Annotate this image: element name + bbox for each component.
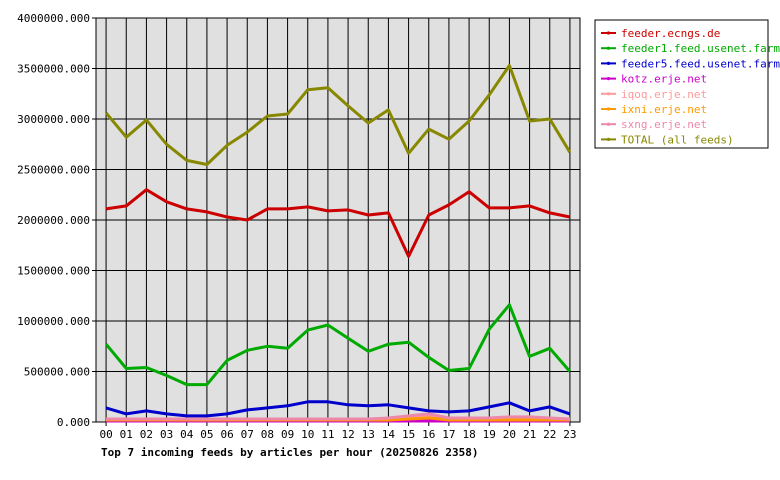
legend-label: feeder.ecngs.de: [621, 27, 720, 40]
series-line: [105, 400, 571, 418]
x-tick-label: 19: [483, 428, 496, 441]
legend: feeder.ecngs.de feeder1.feed.usenet.farm f…: [594, 19, 780, 149]
y-tick-label: 0.000: [57, 416, 90, 429]
x-tick-label: 12: [341, 428, 354, 441]
x-tick-label: 00: [99, 428, 112, 441]
legend-label: feeder1.feed.usenet.farm: [621, 42, 780, 55]
x-tick-label: 03: [160, 428, 173, 441]
x-axis-ticks: 00 01 02 03 04 05 06 07 08 09 10 11 12 13 14 15 16 17 18 19…: [99, 422, 577, 441]
y-tick-label: 1500000.000: [17, 265, 90, 278]
series-line: [104, 64, 572, 166]
legend-label: ixni.erje.net: [621, 103, 707, 116]
legend-marker: [606, 31, 611, 35]
legend-item: feeder1.feed.usenet.farm: [601, 42, 780, 55]
legend-label: feeder5.feed.usenet.farm: [621, 57, 780, 70]
legend-item: feeder.ecngs.de: [601, 27, 720, 40]
x-tick-label: 21: [523, 428, 536, 441]
y-tick-label: 2000000.000: [17, 214, 90, 227]
legend-item: kotz.erje.net: [601, 73, 707, 86]
x-tick-label: 10: [301, 428, 314, 441]
y-tick-label: 500000.000: [24, 366, 90, 379]
legend-item: feeder5.feed.usenet.farm: [601, 57, 780, 70]
legend-item: sxng.erje.net: [601, 118, 707, 131]
legend-label: TOTAL (all feeds): [621, 133, 734, 146]
x-tick-label: 04: [180, 428, 194, 441]
x-tick-label: 15: [402, 428, 415, 441]
y-tick-label: 3000000.000: [17, 113, 90, 126]
legend-marker: [606, 107, 611, 111]
x-tick-label: 09: [281, 428, 294, 441]
x-tick-label: 23: [563, 428, 576, 441]
x-tick-label: 07: [241, 428, 254, 441]
x-tick-label: 11: [321, 428, 334, 441]
legend-marker: [606, 46, 611, 50]
y-axis-ticks: 0.000 500000.000 1000000.000 1500000.000 200…: [17, 12, 96, 429]
x-tick-label: 02: [140, 428, 153, 441]
y-tick-label: 1000000.000: [17, 315, 90, 328]
x-tick-label: 08: [261, 428, 274, 441]
legend-box: [594, 19, 769, 149]
legend-label: sxng.erje.net: [621, 118, 707, 131]
series-line: [106, 412, 570, 421]
y-tick-label: 4000000.000: [17, 12, 90, 25]
grid-lines: [96, 18, 580, 422]
legend-item: TOTAL (all feeds): [601, 133, 734, 146]
legend-item: ixni.erje.net: [601, 103, 707, 116]
legend-marker: [606, 122, 611, 126]
x-tick-label: 06: [220, 428, 233, 441]
y-tick-label: 3500000.000: [17, 63, 90, 76]
x-tick-label: 16: [422, 428, 435, 441]
legend-marker: [606, 137, 611, 141]
x-tick-label: 22: [543, 428, 556, 441]
x-tick-label: 14: [382, 428, 396, 441]
x-tick-label: 18: [462, 428, 475, 441]
legend-marker: [606, 92, 611, 96]
legend-item: iqoq.erje.net: [601, 88, 707, 101]
legend-marker: [606, 77, 611, 81]
legend-label: kotz.erje.net: [621, 73, 707, 86]
x-tick-label: 17: [442, 428, 455, 441]
series-line: [104, 303, 572, 387]
chart-title: Top 7 incoming feeds by articles per hou…: [101, 446, 479, 459]
x-tick-label: 20: [503, 428, 516, 441]
x-tick-label: 01: [120, 428, 133, 441]
legend-label: iqoq.erje.net: [621, 88, 707, 101]
y-tick-label: 2500000.000: [17, 164, 90, 177]
x-tick-label: 13: [362, 428, 375, 441]
series-line: [105, 188, 571, 258]
series-lines: [104, 64, 572, 423]
x-tick-label: 05: [200, 428, 213, 441]
legend-marker: [606, 61, 611, 65]
